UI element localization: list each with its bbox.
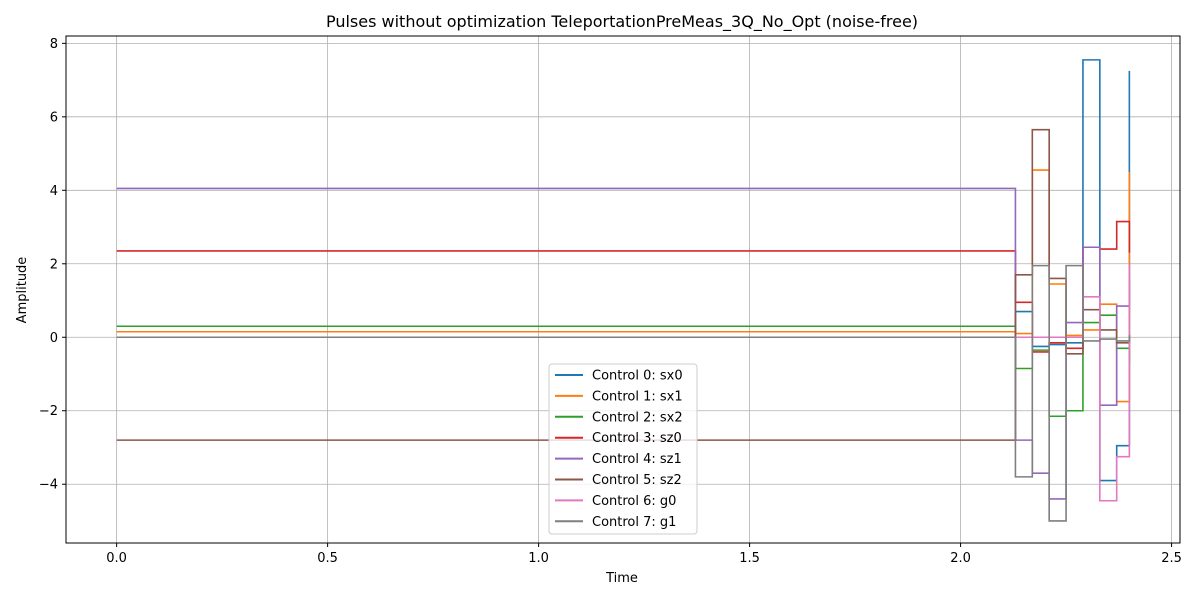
y-tick-label: 0 <box>50 331 58 346</box>
x-axis-ticks: 0.0 0.5 1.0 1.5 2.0 2.5 <box>106 543 1182 566</box>
y-tick-label: −2 <box>39 404 58 419</box>
x-tick-label: 0.5 <box>317 551 338 566</box>
y-axis-label: Amplitude <box>15 257 30 324</box>
series-layer <box>116 59 1131 522</box>
y-tick-label: 4 <box>50 184 58 199</box>
series-line-control-7 <box>116 264 1131 522</box>
legend-label: Control 2: sx2 <box>592 410 683 425</box>
legend-label: Control 7: g1 <box>592 515 676 530</box>
y-axis-ticks: −4 −2 0 2 4 6 8 <box>39 37 66 493</box>
y-tick-label: 2 <box>50 257 58 272</box>
legend-label: Control 4: sz1 <box>592 452 682 467</box>
x-tick-label: 1.5 <box>739 551 760 566</box>
y-tick-label: −4 <box>39 478 58 493</box>
x-tick-label: 2.5 <box>1161 551 1182 566</box>
plot-frame <box>65 35 1181 544</box>
chart-title: Pulses without optimization Teleportatio… <box>326 12 918 32</box>
y-tick-label: 8 <box>50 37 58 52</box>
legend-label: Control 3: sz0 <box>592 431 682 446</box>
y-tick-label: 6 <box>50 110 58 125</box>
x-tick-label: 0.0 <box>106 551 127 566</box>
legend-label: Control 0: sx0 <box>592 369 683 384</box>
legend-label: Control 6: g0 <box>592 494 676 509</box>
legend-label: Control 1: sx1 <box>592 389 683 404</box>
legend-box <box>548 363 698 535</box>
legend: Control 0: sx0 Control 1: sx1 Control 2: s… <box>548 363 698 535</box>
x-tick-label: 2.0 <box>950 551 971 566</box>
x-tick-label: 1.0 <box>528 551 549 566</box>
legend-label: Control 5: sz2 <box>592 473 682 488</box>
x-axis-label: Time <box>605 571 638 586</box>
